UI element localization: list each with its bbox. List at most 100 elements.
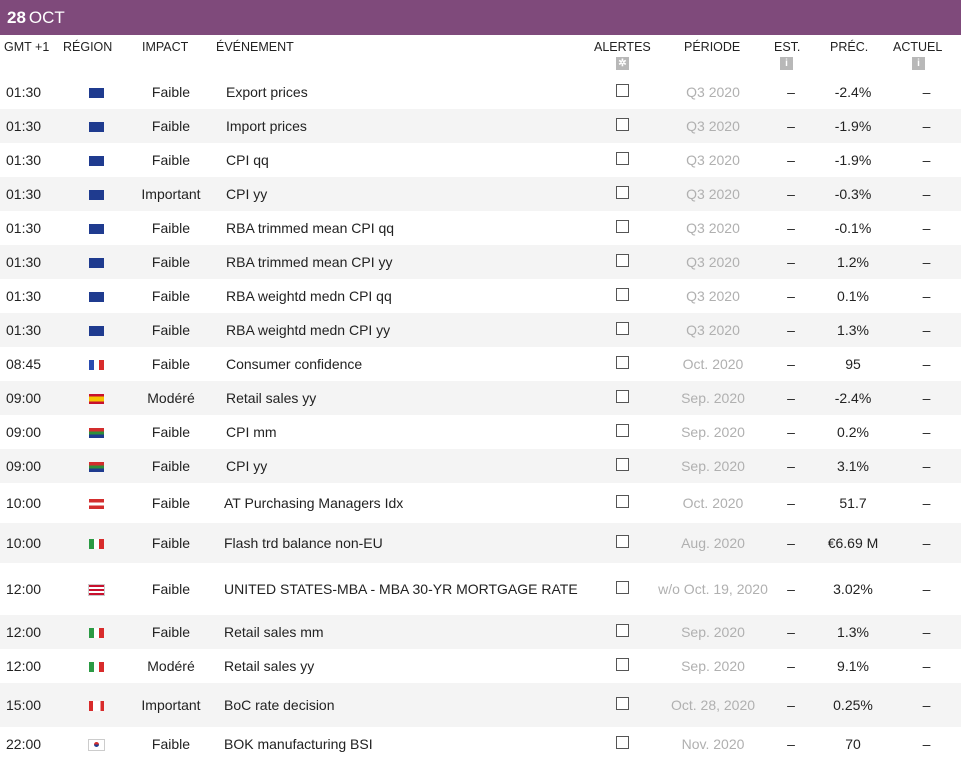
alert-checkbox[interactable]: [615, 118, 629, 131]
event-estimate: –: [768, 523, 814, 563]
table-row[interactable]: 01:30 Faible CPI qq Q3 2020 – -1.9% –: [0, 143, 961, 177]
event-previous: 1.3%: [814, 313, 892, 347]
table-row[interactable]: 10:00 Faible Flash trd balance non-EU Aug. …: [0, 523, 961, 563]
event-name[interactable]: RBA weightd medn CPI qq: [226, 288, 392, 304]
event-name[interactable]: AT Purchasing Managers Idx: [224, 495, 404, 511]
alert-checkbox[interactable]: [615, 535, 629, 548]
event-name[interactable]: BoC rate decision: [216, 683, 586, 727]
alert-checkbox[interactable]: [615, 697, 629, 710]
table-row[interactable]: 01:30 Faible RBA trimmed mean CPI yy Q3 202…: [0, 245, 961, 279]
table-row[interactable]: 10:00 Faible AT Purchasing Managers Idx Oct…: [0, 483, 961, 523]
event-name[interactable]: RBA trimmed mean CPI qq: [226, 220, 395, 236]
alert-checkbox[interactable]: [615, 581, 629, 594]
impact-label: Faible: [126, 109, 216, 143]
table-row[interactable]: 08:45 Faible Consumer confidence Oct. 2020 –…: [0, 347, 961, 381]
event-time: 01:30: [0, 177, 66, 211]
event-estimate: –: [768, 683, 814, 727]
region-flag-icon: [66, 649, 126, 683]
event-name[interactable]: Consumer confidence: [226, 356, 363, 372]
event-name[interactable]: CPI qq: [226, 152, 269, 168]
event-estimate: –: [787, 220, 795, 236]
info-icon[interactable]: i: [912, 57, 925, 70]
event-previous: -2.4%: [834, 84, 872, 100]
event-period: Sep. 2020: [658, 381, 768, 415]
event-name[interactable]: RBA weightd medn CPI yy: [216, 313, 586, 347]
event-name[interactable]: Flash trd balance non-EU: [216, 523, 586, 563]
event-name[interactable]: Retail sales yy: [216, 381, 586, 415]
events-table: 01:30 Faible Export prices Q3 2020– -2.4% –01…: [0, 75, 961, 761]
alert-checkbox[interactable]: [615, 424, 629, 437]
alert-cell: [586, 523, 658, 563]
event-previous: 3.1%: [814, 449, 892, 483]
event-estimate: –: [768, 381, 814, 415]
region-flag-icon: [66, 683, 126, 727]
gear-icon[interactable]: ✲: [616, 57, 629, 70]
table-row[interactable]: 09:00 Faible CPI yy Sep. 2020–3.1% –: [0, 449, 961, 483]
alert-checkbox[interactable]: [615, 288, 629, 301]
table-row[interactable]: 15:00 Important BoC rate decision Oct. 28, …: [0, 683, 961, 727]
event-previous: -0.1%: [834, 220, 872, 236]
alert-checkbox[interactable]: [615, 390, 629, 403]
table-row[interactable]: 01:30 Faible RBA weightd medn CPI qq Q3 202…: [0, 279, 961, 313]
table-row[interactable]: 22:00 Faible BOK manufacturing BSI Nov. 202…: [0, 727, 961, 761]
table-row[interactable]: 01:30 Important CPI yy Q3 2020– -0.3% –: [0, 177, 961, 211]
event-actual: –: [922, 495, 931, 511]
event-actual: –: [892, 245, 961, 279]
region-flag-icon: [66, 483, 126, 523]
table-row[interactable]: 09:00 Faible CPI mm Sep. 2020 – 0.2% –: [0, 415, 961, 449]
event-name[interactable]: CPI yy: [216, 449, 586, 483]
alert-cell: [586, 649, 658, 683]
alert-checkbox[interactable]: [615, 254, 629, 267]
table-row[interactable]: 01:30 Faible Import prices Q3 2020– -1.9% –: [0, 109, 961, 143]
table-row[interactable]: 12:00 Modéré Retail sales yy Sep. 2020 – 9.1%…: [0, 649, 961, 683]
event-name[interactable]: Import prices: [216, 109, 586, 143]
col-region: RÉGION: [63, 40, 113, 54]
alert-checkbox[interactable]: [615, 220, 629, 233]
table-row[interactable]: 12:00 Faible Retail sales mm Sep. 2020–1.3%…: [0, 615, 961, 649]
alert-checkbox[interactable]: [615, 322, 629, 335]
alert-checkbox[interactable]: [615, 624, 629, 637]
event-estimate: –: [787, 152, 795, 168]
table-row[interactable]: 09:00 Modéré Retail sales yy Sep. 2020– -2.4…: [0, 381, 961, 415]
event-name[interactable]: Retail sales yy: [224, 658, 315, 674]
event-time: 10:00: [6, 495, 42, 511]
alert-checkbox[interactable]: [615, 84, 629, 97]
event-name[interactable]: BOK manufacturing BSI: [224, 736, 373, 752]
date-day: 28: [7, 7, 26, 27]
impact-label: Faible: [151, 736, 191, 752]
event-previous: -1.9%: [814, 109, 892, 143]
event-time: 01:30: [0, 109, 66, 143]
table-row[interactable]: 01:30 Faible RBA weightd medn CPI yy Q3 202…: [0, 313, 961, 347]
date-month: OCT: [28, 7, 65, 27]
alert-checkbox[interactable]: [615, 458, 629, 471]
event-name[interactable]: UNITED STATES-MBA - MBA 30-YR MORTGAGE R…: [224, 581, 578, 597]
event-actual: –: [892, 313, 961, 347]
event-name[interactable]: CPI yy: [216, 177, 586, 211]
event-previous: 9.1%: [837, 658, 869, 674]
event-estimate: –: [787, 84, 795, 100]
alert-checkbox[interactable]: [615, 152, 629, 165]
col-period: PÉRIODE: [684, 40, 741, 54]
event-time: 01:30: [0, 245, 66, 279]
info-icon[interactable]: i: [780, 57, 793, 70]
region-flag-icon: [66, 109, 126, 143]
table-row[interactable]: 01:30 Faible Export prices Q3 2020 – -2.4% –: [0, 75, 961, 109]
table-row[interactable]: 12:00 Faible UNITED STATES-MBA - MBA 30-YR…: [0, 563, 961, 615]
alert-checkbox[interactable]: [615, 495, 629, 508]
event-name[interactable]: CPI mm: [226, 424, 277, 440]
alert-checkbox[interactable]: [615, 658, 629, 671]
event-previous: 0.2%: [837, 424, 869, 440]
alert-checkbox[interactable]: [615, 186, 629, 199]
event-name[interactable]: Retail sales mm: [216, 615, 586, 649]
alert-checkbox[interactable]: [615, 356, 629, 369]
event-time: 15:00: [0, 683, 66, 727]
alert-checkbox[interactable]: [615, 736, 629, 749]
col-alerts: ALERTES: [594, 40, 651, 54]
event-period: Nov. 2020: [681, 736, 745, 752]
event-name[interactable]: Export prices: [226, 84, 308, 100]
alert-cell: [586, 313, 658, 347]
event-time: 08:45: [6, 356, 42, 372]
event-name[interactable]: RBA trimmed mean CPI yy: [216, 245, 586, 279]
table-row[interactable]: 01:30 Faible RBA trimmed mean CPI qq Q3 202…: [0, 211, 961, 245]
event-period: Oct. 2020: [682, 495, 744, 511]
